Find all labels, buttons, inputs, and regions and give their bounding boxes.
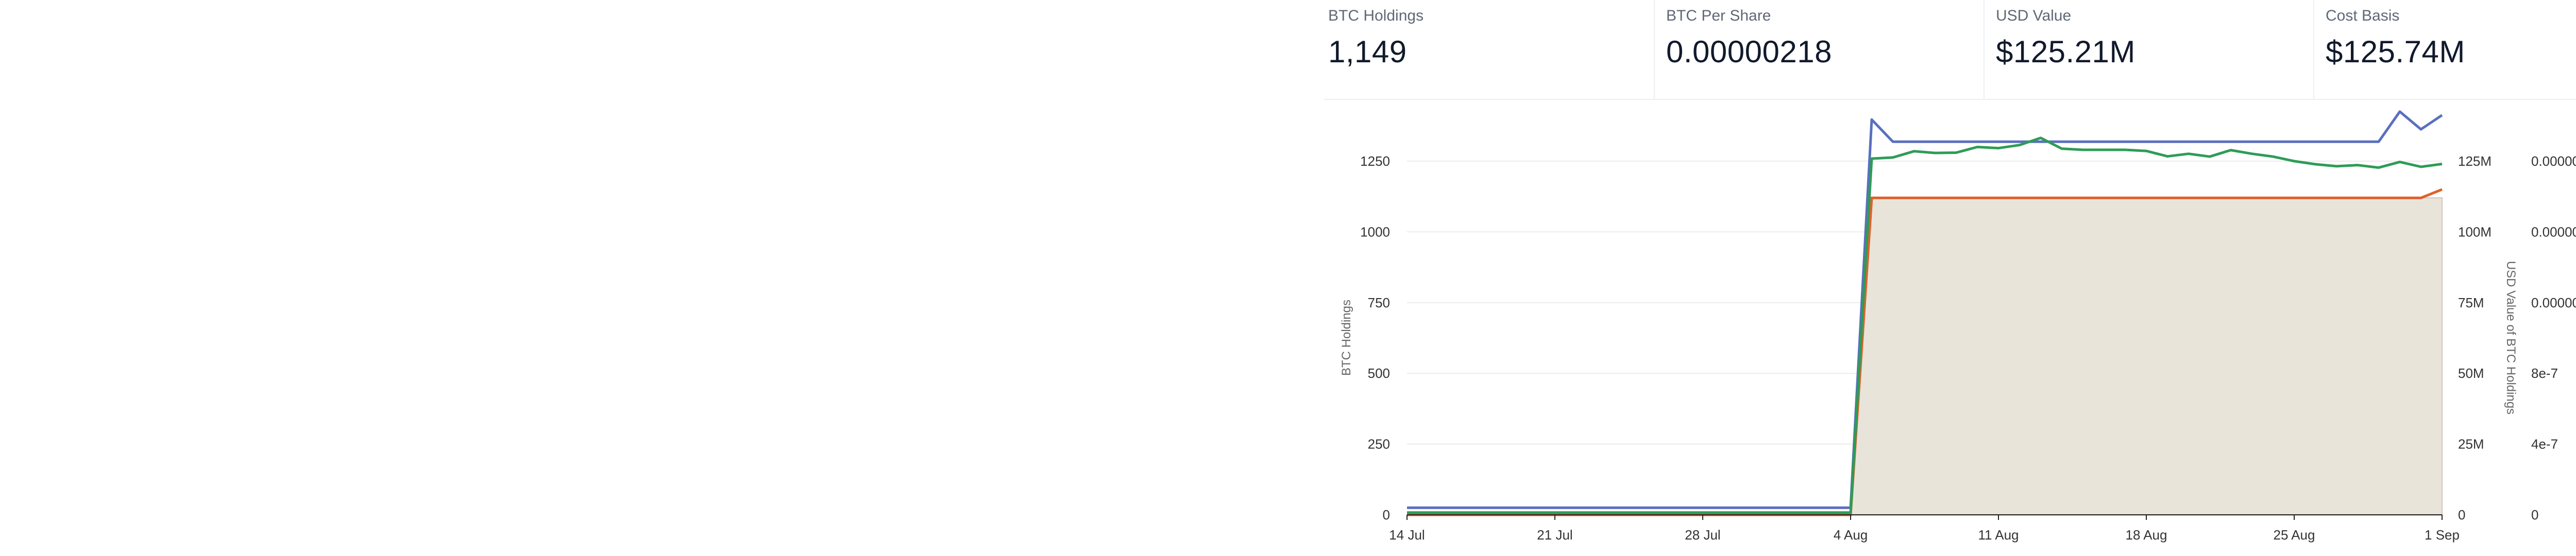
stat-value: $125.21M xyxy=(1996,34,2136,69)
series-area-0 xyxy=(1407,197,2443,516)
x-tick-label: 25 Aug xyxy=(2274,527,2315,543)
x-tick-label: 11 Aug xyxy=(1978,527,2019,543)
stat-value: 1,149 xyxy=(1328,34,1407,69)
series-line-3 xyxy=(1407,136,2443,514)
left-tick-label: 1000 xyxy=(1360,224,1390,239)
right1-tick-label: 50M xyxy=(2458,366,2484,381)
x-tick-label: 14 Jul xyxy=(1389,527,1425,543)
x-tick-label: 4 Aug xyxy=(1834,527,1868,543)
x-tick-label: 21 Jul xyxy=(1537,527,1572,543)
x-tick-label: 28 Jul xyxy=(1685,527,1720,543)
stat-btc-holdings: BTC Holdings 1,149 xyxy=(1324,0,1654,99)
right1-tick-label: 25M xyxy=(2458,437,2484,452)
stat-label: USD Value xyxy=(1996,7,2072,24)
stat-label: BTC Holdings xyxy=(1328,7,1424,24)
right2-tick-label: 0.0000012 xyxy=(2531,295,2576,310)
stat-value: $125.74M xyxy=(2326,34,2465,69)
x-tick-label: 1 Sep xyxy=(2425,527,2460,543)
left-axis-label: BTC Holdings xyxy=(1340,300,1353,376)
left-tick-label: 1250 xyxy=(1360,153,1390,169)
stats-bar: BTC Holdings 1,149 BTC Per Share 0.00000… xyxy=(1324,0,2576,100)
left-tick-label: 500 xyxy=(1368,366,1390,381)
stat-cost-basis: Cost Basis $125.74M xyxy=(2313,0,2576,99)
right2-tick-label: 0 xyxy=(2531,507,2538,523)
right2-tick-label: 0.000002 xyxy=(2531,153,2576,169)
left-tick-label: 0 xyxy=(1383,507,1390,523)
left-tick-label: 750 xyxy=(1368,295,1390,310)
right1-tick-label: 125M xyxy=(2458,153,2492,169)
right1-tick-label: 100M xyxy=(2458,224,2492,239)
right1-tick-label: 75M xyxy=(2458,295,2484,310)
series-line-2 xyxy=(1407,110,2443,509)
stat-btc-per-share: BTC Per Share 0.00000218 xyxy=(1654,0,1984,99)
x-tick-label: 18 Aug xyxy=(2126,527,2167,543)
stat-value: 0.00000218 xyxy=(1666,34,1832,69)
stat-usd-value: USD Value $125.21M xyxy=(1984,0,2313,99)
right2-tick-label: 4e-7 xyxy=(2531,437,2558,452)
right2-tick-label: 8e-7 xyxy=(2531,366,2558,381)
right1-axis-label: USD Value of BTC Holdings xyxy=(2504,261,2518,414)
right1-tick-label: 0 xyxy=(2458,507,2465,523)
stat-label: BTC Per Share xyxy=(1666,7,1771,24)
stat-label: Cost Basis xyxy=(2326,7,2400,24)
left-tick-label: 250 xyxy=(1368,437,1390,452)
right2-tick-label: 0.0000016 xyxy=(2531,224,2576,239)
